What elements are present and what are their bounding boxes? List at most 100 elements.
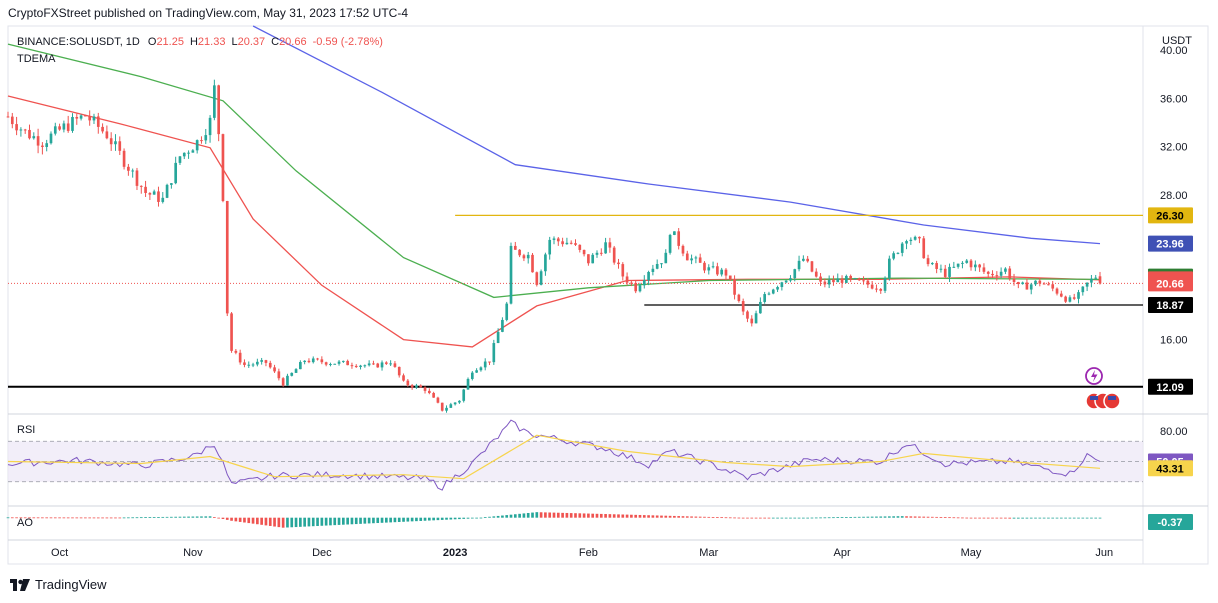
ao-bar bbox=[630, 514, 633, 518]
candle-body bbox=[862, 280, 865, 282]
candle-body bbox=[389, 363, 392, 365]
ao-bar bbox=[703, 516, 706, 518]
candle-body bbox=[978, 264, 981, 268]
ao-bar bbox=[548, 512, 552, 518]
candle-body bbox=[109, 138, 113, 145]
ao-bar bbox=[256, 517, 259, 525]
candle-body bbox=[346, 360, 349, 366]
ao-bar bbox=[19, 517, 23, 519]
ao-bar bbox=[62, 517, 66, 519]
ao-bar bbox=[694, 516, 698, 518]
candle-body bbox=[879, 288, 883, 291]
candle-body bbox=[406, 380, 410, 386]
candle-body bbox=[1029, 284, 1033, 290]
candle-body bbox=[23, 129, 27, 131]
tradingview-brand: TradingView bbox=[35, 577, 107, 592]
candle-body bbox=[101, 126, 104, 132]
candle-body bbox=[470, 372, 474, 379]
candle-body bbox=[350, 365, 354, 367]
us-flag-event-icon-3[interactable] bbox=[1103, 392, 1121, 410]
candle-body bbox=[720, 269, 724, 275]
candle-body bbox=[1094, 277, 1098, 279]
candle-body bbox=[505, 303, 509, 320]
ao-bar bbox=[1081, 517, 1085, 519]
candle-body bbox=[1090, 278, 1093, 283]
candle-body bbox=[759, 301, 762, 314]
ao-bar bbox=[354, 517, 358, 525]
candle-body bbox=[483, 361, 487, 368]
candle-body bbox=[883, 277, 887, 291]
ao-bar bbox=[1068, 517, 1072, 519]
candle-body bbox=[961, 262, 964, 264]
ao-bar bbox=[475, 517, 478, 519]
ao-bar bbox=[986, 517, 990, 519]
price-tags: 26.3018.8712.0923.9621.2220.9920.6650.05… bbox=[1148, 207, 1193, 530]
candle-body bbox=[139, 185, 143, 187]
candle-body bbox=[999, 271, 1003, 276]
candle-body bbox=[522, 255, 526, 259]
candle-body bbox=[711, 266, 715, 268]
ao-bar bbox=[724, 517, 728, 519]
ao-bar bbox=[1029, 517, 1033, 519]
candle-body bbox=[651, 268, 655, 272]
candle-body bbox=[552, 238, 556, 240]
ao-bar bbox=[281, 517, 285, 528]
legend-change: -0.59 (-2.78%) bbox=[313, 36, 383, 48]
ao-bar bbox=[53, 517, 57, 519]
ao-bar bbox=[385, 517, 388, 523]
ema-line-1 bbox=[7, 43, 1101, 299]
ao-bar bbox=[522, 513, 526, 518]
ao-bar bbox=[290, 517, 294, 528]
candle-body bbox=[28, 129, 31, 139]
ao-bar bbox=[41, 517, 44, 519]
ao-bar bbox=[823, 517, 827, 519]
ao-bar bbox=[961, 517, 964, 519]
ao-bar bbox=[690, 516, 693, 518]
rsi-pane-label: RSI bbox=[17, 424, 35, 436]
ao-bar bbox=[109, 517, 113, 519]
ao-bar bbox=[806, 517, 809, 519]
ao-bar bbox=[488, 516, 491, 518]
candle-body bbox=[127, 166, 130, 171]
ao-bar bbox=[79, 517, 83, 519]
ao-bar bbox=[342, 517, 345, 525]
ao-bar bbox=[608, 514, 612, 518]
ao-bar bbox=[427, 517, 431, 521]
candle-body bbox=[6, 116, 10, 118]
ao-tag-text: -0.37 bbox=[1157, 517, 1182, 529]
ao-bar bbox=[771, 517, 775, 519]
candle-body bbox=[195, 140, 199, 151]
ao-bar bbox=[84, 517, 87, 519]
ao-bar bbox=[1059, 517, 1063, 519]
ao-bar bbox=[857, 516, 861, 518]
price-axis-ticks: 40.00 36.00 32.00 28.00 16.00 80.00 bbox=[1160, 45, 1188, 438]
candle-body bbox=[664, 252, 668, 264]
ao-bar bbox=[200, 516, 203, 518]
candle-body bbox=[453, 402, 457, 405]
candle-body bbox=[853, 278, 857, 280]
ao-bar bbox=[380, 517, 384, 523]
candle-body bbox=[75, 116, 79, 119]
rsi-tag-43.31-text: 43.31 bbox=[1156, 463, 1184, 475]
candle-body bbox=[569, 242, 573, 244]
candle-body bbox=[793, 269, 797, 279]
candle-body bbox=[161, 197, 165, 202]
candle-body bbox=[716, 266, 719, 275]
ao-bar bbox=[204, 516, 208, 518]
candle-body bbox=[268, 362, 272, 368]
tradingview-logo[interactable]: TradingView bbox=[10, 577, 107, 592]
candle-body bbox=[789, 278, 792, 281]
flag-canton-3 bbox=[1108, 396, 1116, 400]
candle-body bbox=[724, 269, 728, 276]
legend-close: 20.66 bbox=[279, 36, 307, 48]
ao-bar bbox=[294, 517, 298, 528]
price-tag-23.96-text: 23.96 bbox=[1156, 239, 1184, 251]
ao-bar bbox=[1042, 517, 1046, 519]
candle-body bbox=[256, 361, 259, 365]
ao-bar bbox=[999, 517, 1003, 519]
candle-body bbox=[1038, 280, 1042, 284]
ao-bar bbox=[415, 517, 418, 522]
event-icons[interactable] bbox=[1085, 367, 1121, 410]
candle-body bbox=[174, 162, 178, 184]
